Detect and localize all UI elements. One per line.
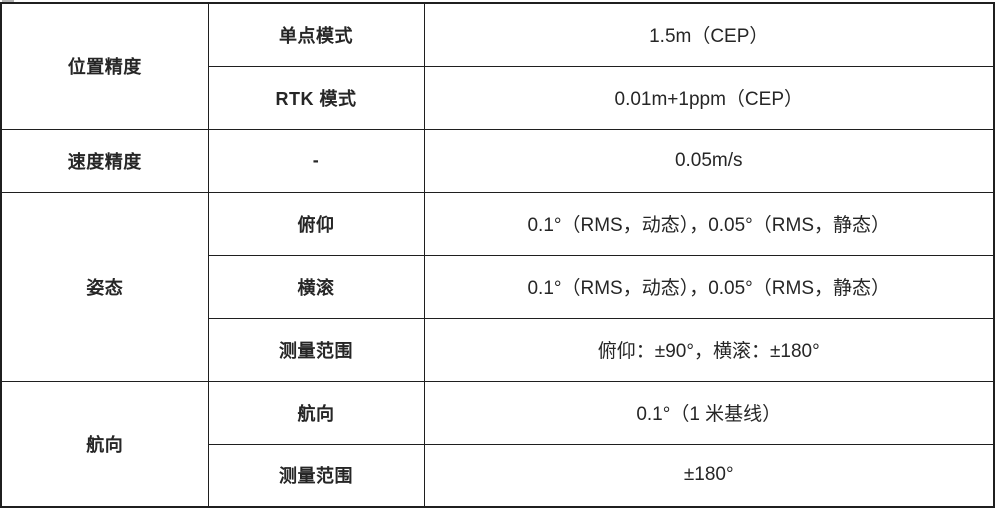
value-cell-velocity-accuracy: 0.05m/s [423,128,995,193]
category-cell-attitude: 姿态 [0,191,209,382]
param-cell-roll: 横滚 [207,254,425,319]
table-row: 横滚 0.1°（RMS，动态），0.05°（RMS，静态） [1,254,995,319]
param-cell-single-point-mode: 单点模式 [207,2,425,67]
value-cell-heading-measurement-range: ±180° [423,443,995,508]
table-row: 姿态 俯仰 0.1°（RMS，动态），0.05°（RMS，静态） [0,191,995,382]
param-cell-heading-measurement-range: 测量范围 [207,443,425,508]
value-cell-roll: 0.1°（RMS，动态），0.05°（RMS，静态） [423,254,995,319]
value-cell-heading: 0.1°（1 米基线） [423,380,995,445]
value-cell-pitch: 0.1°（RMS，动态），0.05°（RMS，静态） [423,191,995,256]
table-row: 测量范围 俯仰：±90°，横滚：±180° [1,317,995,382]
category-cell-velocity-accuracy: 速度精度 [0,128,209,193]
table-row: 航向 航向 0.1°（1 米基线） [0,380,995,508]
value-cell-single-point-mode: 1.5m（CEP） [423,2,995,67]
value-cell-rtk-mode: 0.01m+1ppm（CEP） [423,65,995,130]
param-cell-pitch: 俯仰 [207,191,425,256]
param-cell-rtk-mode: RTK 模式 [207,65,425,130]
table-row: RTK 模式 0.01m+1ppm（CEP） [1,65,995,130]
param-cell-attitude-measurement-range: 测量范围 [207,317,425,382]
value-cell-attitude-measurement-range: 俯仰：±90°，横滚：±180° [423,317,995,382]
table-row: 速度精度 - 0.05m/s [0,128,995,193]
table-row: 位置精度 单点模式 1.5m（CEP） [0,2,995,130]
category-cell-position-accuracy: 位置精度 [0,2,209,130]
category-cell-heading: 航向 [0,380,209,508]
param-cell-dash: - [207,128,425,193]
table-row: 测量范围 ±180° [1,443,995,508]
param-cell-heading: 航向 [207,380,425,445]
